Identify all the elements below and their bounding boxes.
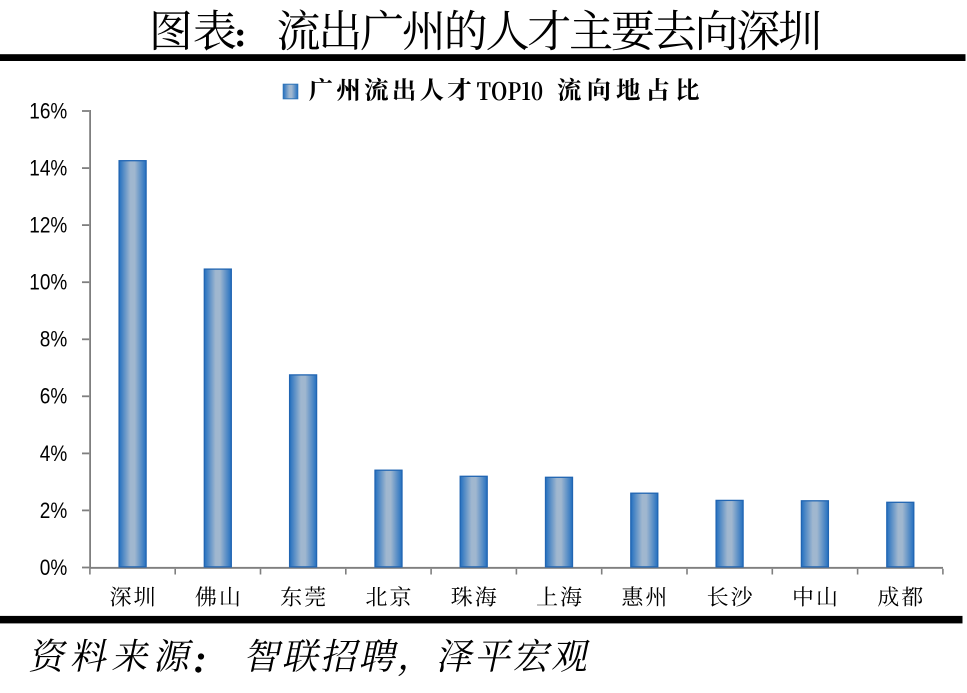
svg-text:0%: 0% — [40, 555, 68, 580]
svg-text:12%: 12% — [29, 213, 67, 238]
svg-text:10%: 10% — [29, 270, 67, 295]
svg-text:16%: 16% — [29, 98, 67, 123]
svg-text:8%: 8% — [40, 327, 68, 352]
svg-text:6%: 6% — [40, 384, 68, 409]
svg-text:4%: 4% — [40, 441, 68, 466]
svg-text:2%: 2% — [40, 498, 68, 523]
svg-text:14%: 14% — [29, 156, 67, 181]
